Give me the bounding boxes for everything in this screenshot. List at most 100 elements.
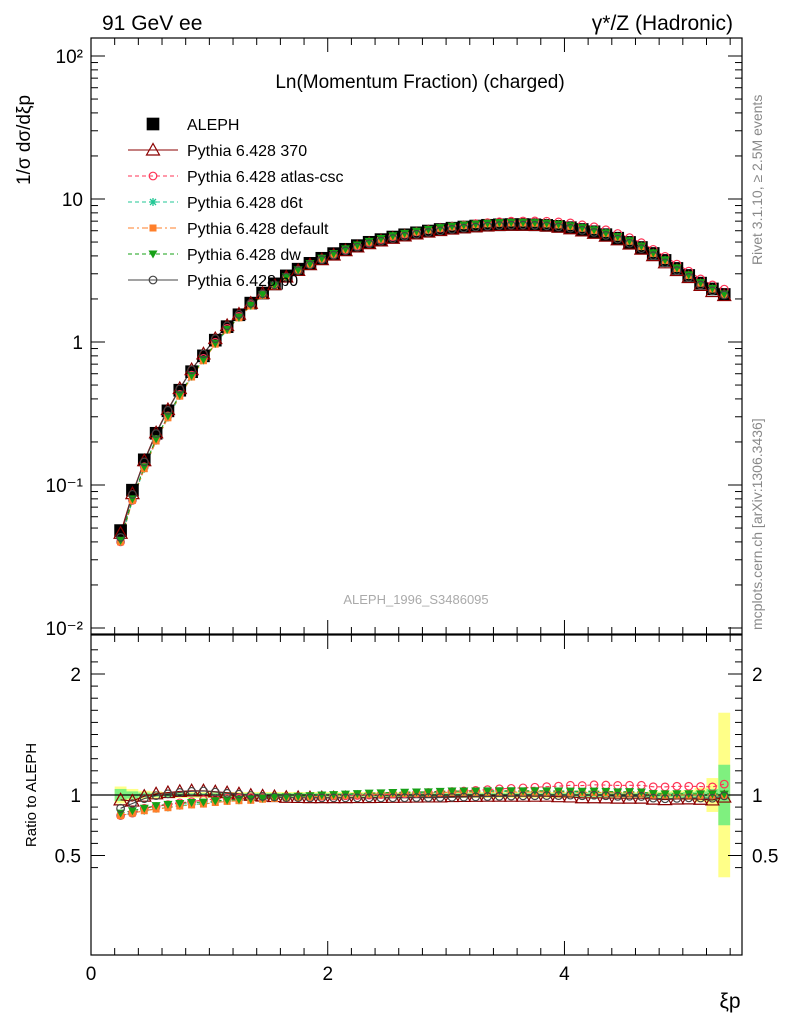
ratio-point-p0 [435, 793, 445, 802]
ratio-point-atlas_csc [684, 781, 694, 791]
ratio-point-dw [435, 787, 445, 796]
ratio-point-p0 [270, 792, 279, 802]
data-point-p0 [483, 221, 492, 231]
data-point-p0 [222, 321, 232, 331]
data-point-dw [613, 233, 623, 242]
ratio-y-tick-label-right: 1 [752, 786, 763, 807]
data-point-p0 [494, 221, 504, 230]
data-point-p0 [352, 242, 362, 252]
ratio-point-p0 [400, 793, 410, 803]
data-point-p0 [435, 226, 445, 236]
data-point-dw [151, 435, 161, 444]
data-point-p0 [317, 255, 327, 265]
ratio-point-p0 [234, 789, 244, 799]
data-point-dw [281, 273, 291, 282]
data-point-p0 [696, 280, 705, 290]
main-y-tick-label: 10⁻² [46, 619, 84, 640]
data-point-p0 [459, 223, 469, 233]
legend-marker-p0 [148, 275, 158, 285]
data-point-p0 [719, 290, 729, 300]
ratio-point-dw [281, 793, 291, 802]
ratio-point-p0 [530, 791, 540, 801]
series-line-dw [120, 221, 725, 541]
ratio-point-p0 [341, 793, 350, 803]
ratio-point-p0 [506, 791, 516, 801]
data-point-p0 [400, 231, 410, 241]
ratio-point-dw [400, 788, 410, 797]
ratio-point-p0 [518, 791, 528, 801]
main-y-tick-label: 10² [56, 47, 83, 68]
rivet-label: Rivet 3.1.10, ≥ 2.5M events [749, 95, 765, 265]
legend-label-atlas_csc: Pythia 6.428 atlas-csc [187, 169, 344, 186]
data-point-dw [435, 224, 445, 233]
ratio-x-tick-label: 2 [322, 964, 333, 985]
ratio-point-p0 [672, 793, 682, 803]
ratio-point-dw [459, 787, 469, 796]
data-point-p0 [376, 236, 386, 246]
data-point-dw [672, 264, 682, 273]
data-point-dw [719, 290, 729, 299]
data-point-p0 [293, 266, 303, 275]
data-point-dw [175, 391, 185, 400]
ratio-point-p0 [494, 791, 504, 801]
data-point-p0 [210, 334, 220, 344]
ratio-line-dw [120, 790, 725, 814]
series-line-atlas_csc [120, 220, 725, 543]
ratio-point-p0 [352, 793, 362, 803]
ratio-point-p0 [139, 794, 149, 804]
header-left: 91 GeV ee [102, 12, 202, 35]
data-point-p0 [577, 225, 587, 235]
ratio-point-dw [506, 787, 516, 796]
data-point-dw [506, 218, 516, 227]
ratio-point-p0 [199, 786, 208, 796]
ratio-y-tick-label: 2 [70, 665, 81, 686]
legend-label-dw: Pythia 6.428 dw [187, 247, 301, 264]
data-point-p0 [116, 533, 125, 542]
data-point-dw [483, 219, 493, 228]
x-axis-label: ξp [719, 990, 740, 1013]
data-point-dw [648, 249, 658, 258]
data-point-dw [187, 372, 197, 381]
data-point-p0 [258, 289, 268, 299]
main-panel: 10⁻² 10⁻¹ 1 10 10² Ln(Momentum Fraction) (ch… [14, 37, 743, 640]
ratio-point-p0 [423, 793, 433, 803]
ratio-point-dw [447, 787, 457, 796]
data-point-dw [625, 237, 635, 246]
data-point-dw [400, 229, 410, 238]
legend-marker-atlas_csc [148, 171, 158, 181]
ratio-point-p0 [636, 792, 646, 801]
ratio-point-p0 [293, 793, 303, 803]
legend: ALEPH Pythia 6.428 370 Pythia 6.428 atlas-… [128, 117, 344, 290]
legend-marker-dw [148, 250, 158, 259]
ratio-point-dw [139, 804, 149, 813]
data-point-p0 [388, 234, 398, 243]
data-point-p0 [447, 224, 457, 234]
data-point-p0 [151, 429, 161, 438]
data-point-dw [518, 218, 528, 227]
ratio-point-p0 [376, 793, 386, 803]
ratio-series [113, 779, 732, 820]
ratio-point-dw [269, 793, 279, 802]
data-point-p0 [530, 220, 540, 230]
data-point-dw [530, 219, 540, 228]
ratio-point-p0 [589, 790, 599, 800]
data-point-p0 [281, 272, 291, 282]
data-point-p0 [648, 251, 658, 261]
ratio-point-dw [187, 799, 197, 808]
data-point-p0 [708, 286, 717, 296]
analysis-label: ALEPH_1996_S3486095 [343, 592, 488, 607]
ratio-point-p0 [317, 793, 327, 803]
ratio-point-p0 [305, 793, 315, 803]
ratio-point-p0 [471, 792, 481, 802]
data-point-dw [696, 279, 706, 288]
data-point-p0 [341, 246, 350, 256]
legend-marker-p370 [145, 142, 161, 156]
legend-label-p370: Pythia 6.428 370 [187, 143, 307, 160]
ratio-point-p0 [258, 792, 268, 801]
ratio-point-dw [376, 789, 386, 798]
ratio-point-p0 [329, 793, 339, 803]
chart-title: Ln(Momentum Fraction) (charged) [275, 72, 564, 93]
data-point-dw [198, 356, 208, 365]
data-point-p0 [329, 250, 339, 260]
data-point-dw [589, 226, 599, 235]
